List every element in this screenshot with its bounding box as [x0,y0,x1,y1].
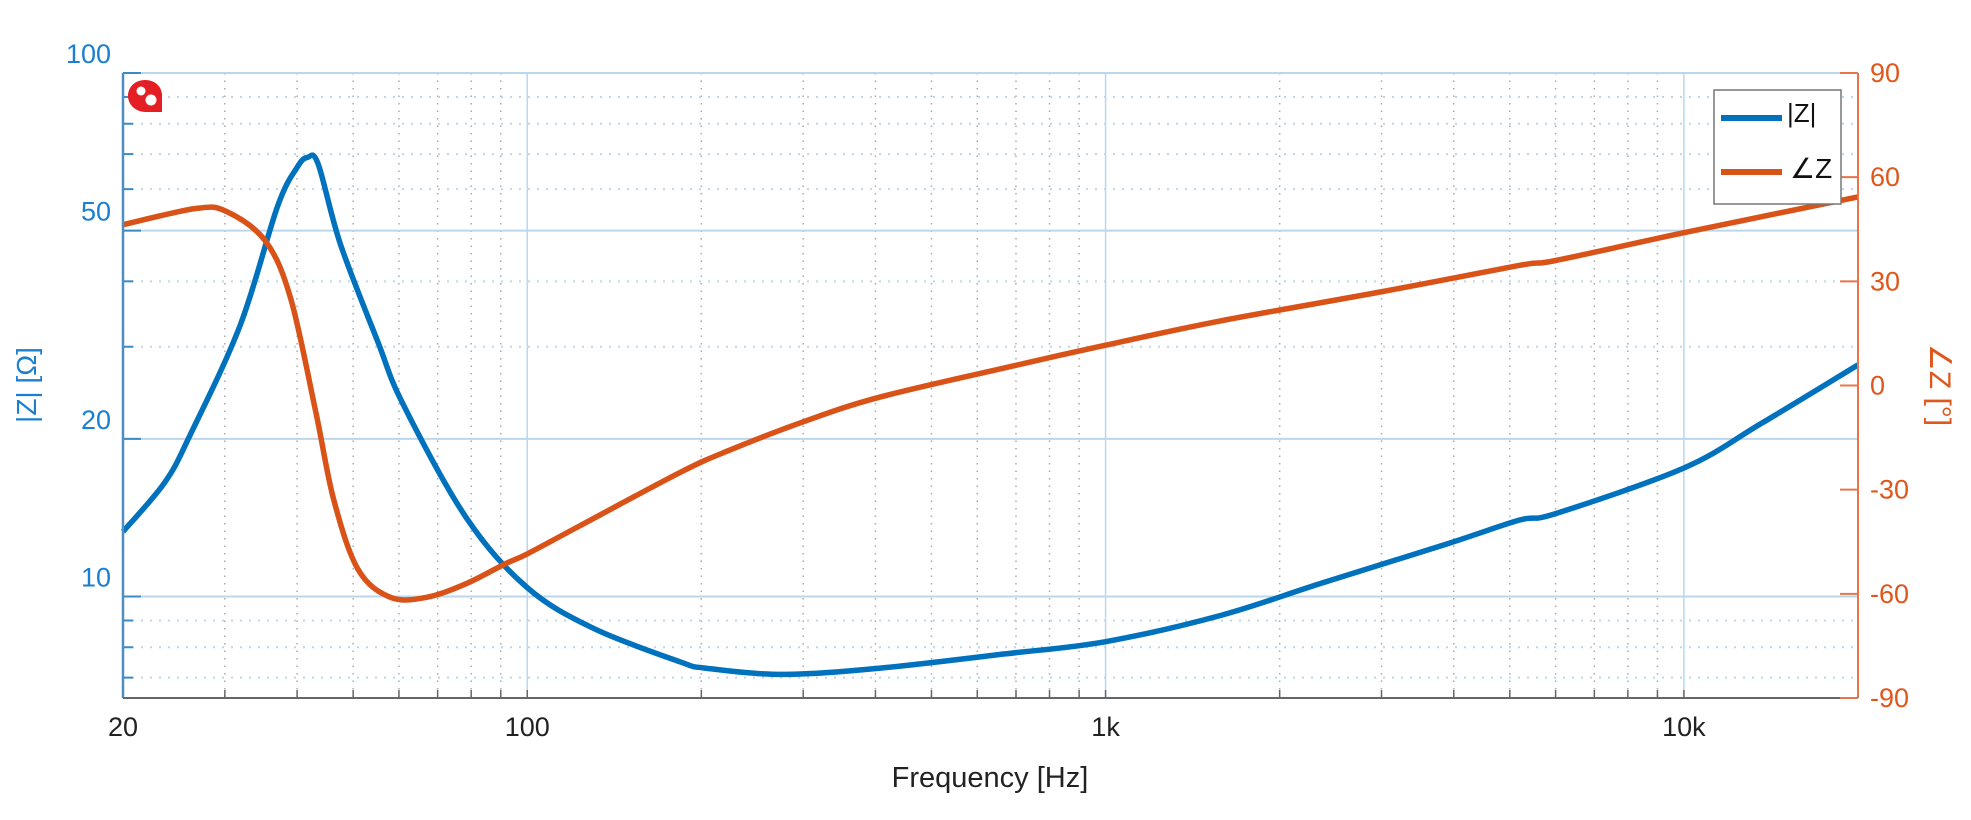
x-tick-label: 100 [505,712,550,742]
impedance-magnitude-line [120,152,1860,678]
x-tick-label: 1k [1091,712,1120,742]
x-tick-label: 10k [1662,712,1706,742]
y-left-axis-label: |Z| [Ω] [11,347,42,423]
y-left-tick-label: 20 [81,405,111,435]
grid [123,72,1858,698]
legend-label-impedance: |Z| [1787,98,1816,128]
y-left-tick-label: 50 [81,197,111,227]
y-right-tick-label: 0 [1870,371,1885,401]
y-right-tick-label: -30 [1870,475,1909,505]
axes: 20 100 1k 10k 100 50 20 10 90 60 30 0 -30 -60 -90 [66,39,1909,742]
y-right-tick-label: -60 [1870,579,1909,609]
impedance-phase-line [122,194,1859,603]
y-right-tick-label: 90 [1870,58,1900,88]
x-tick-label: 20 [108,712,138,742]
y-right-tick-label: -90 [1870,683,1909,713]
legend: |Z| ∠Z [1713,89,1842,205]
y-left-tick-label: 100 [66,39,111,69]
curves [120,152,1860,678]
x-axis-label: Frequency [Hz] [892,762,1089,794]
y-right-tick-label: 30 [1870,266,1900,296]
y-left-tick-label: 10 [81,563,111,593]
logo-badge-icon [128,80,163,112]
y-right-tick-label: 60 [1870,162,1900,192]
y-right-axis-label: ∠Z [°] [1923,344,1956,426]
legend-label-phase: ∠Z [1790,153,1832,184]
